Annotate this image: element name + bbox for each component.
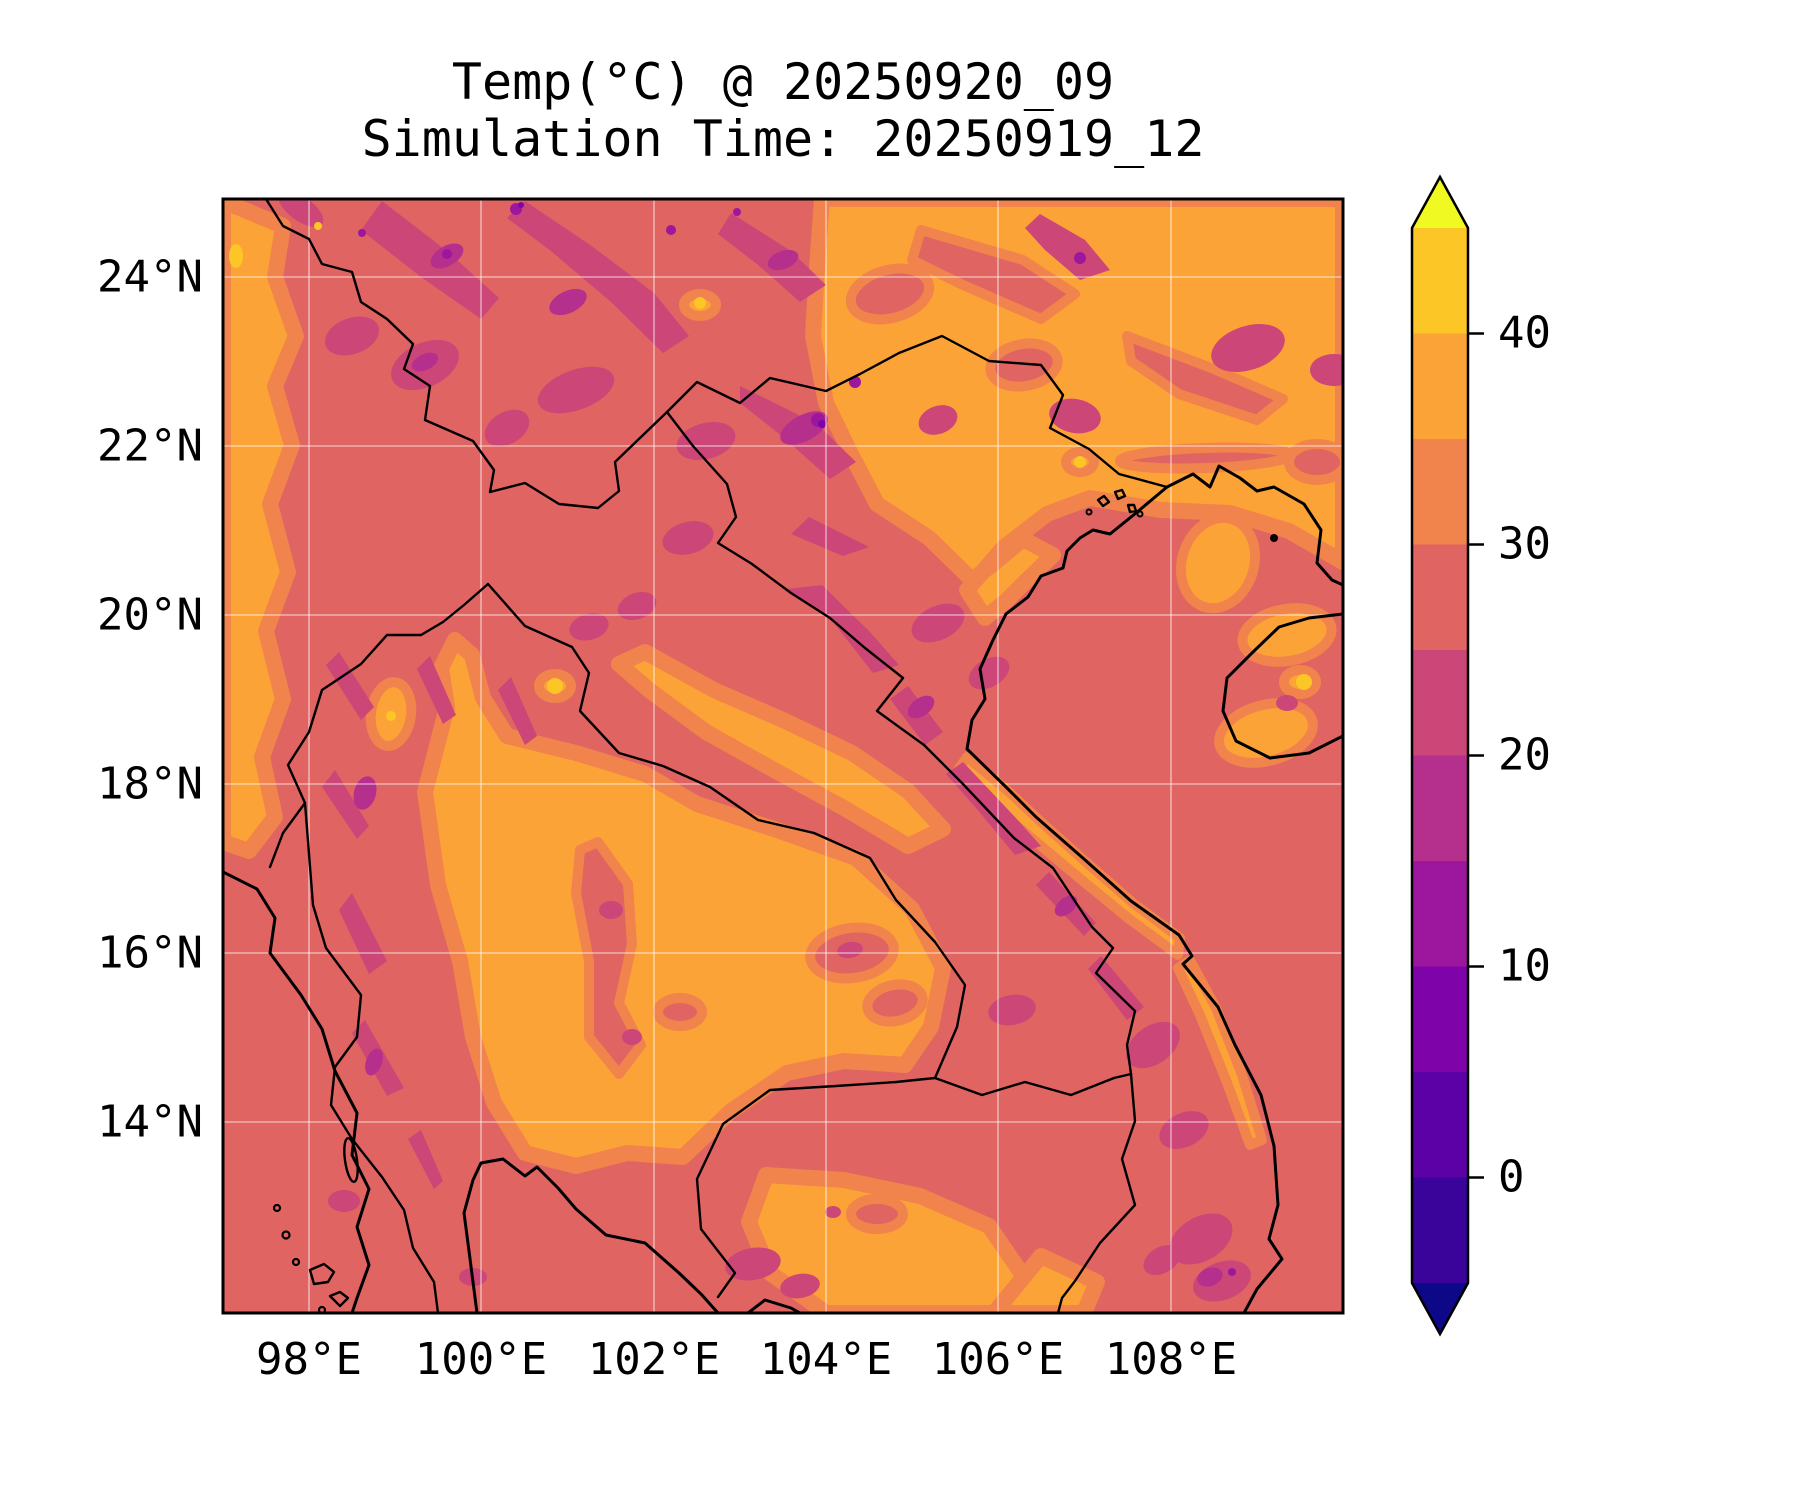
y-tick-label-18n: 18°N [97,758,203,810]
temperature-field [223,199,1343,1313]
colorbar-tick-10: 10 [1498,940,1551,992]
x-tick-label-108e: 108°E [1104,1334,1238,1385]
axes-frame [221,197,1345,1315]
x-tick-label-102e: 102°E [587,1334,721,1385]
coastlines-and-borders [223,199,1343,1313]
x-tick-label-104e: 104°E [759,1334,893,1385]
gridlines [223,199,1343,1313]
colorbar [1410,174,1484,1337]
y-tick-label-24n: 24°N [97,251,203,303]
colorbar-tick-40: 40 [1498,307,1551,359]
plot-subtitle: Simulation Time: 20250919_12 [361,110,1205,168]
island-specks [272,488,1278,1313]
x-tick-label-106e: 106°E [931,1334,1065,1385]
colorbar-tick-marks [1468,332,1484,1179]
colorbar-tick-30: 30 [1498,518,1551,570]
colorbar-tick-0: 0 [1498,1151,1525,1203]
colorbar-extend-above [1412,177,1468,228]
peak-dots-5-15 [358,202,1236,1276]
y-tick-label-16n: 16°N [97,927,203,979]
colorbar-outline [1410,174,1470,1337]
y-tick-label-14n: 14°N [97,1096,203,1148]
x-tick-label-98e: 98°E [256,1334,362,1385]
colorbar-extend-below [1412,1283,1468,1334]
plot-title: Temp(°C) @ 20250920_09 [451,53,1115,111]
salmon-overlays [571,225,1343,1234]
hot-flecks-40-45 [229,222,1312,721]
y-tick-label-20n: 20°N [97,589,203,641]
colorbar-tick-20: 20 [1498,729,1551,781]
x-tick-label-100e: 100°E [414,1334,548,1385]
y-tick-label-22n: 22°N [97,420,203,472]
